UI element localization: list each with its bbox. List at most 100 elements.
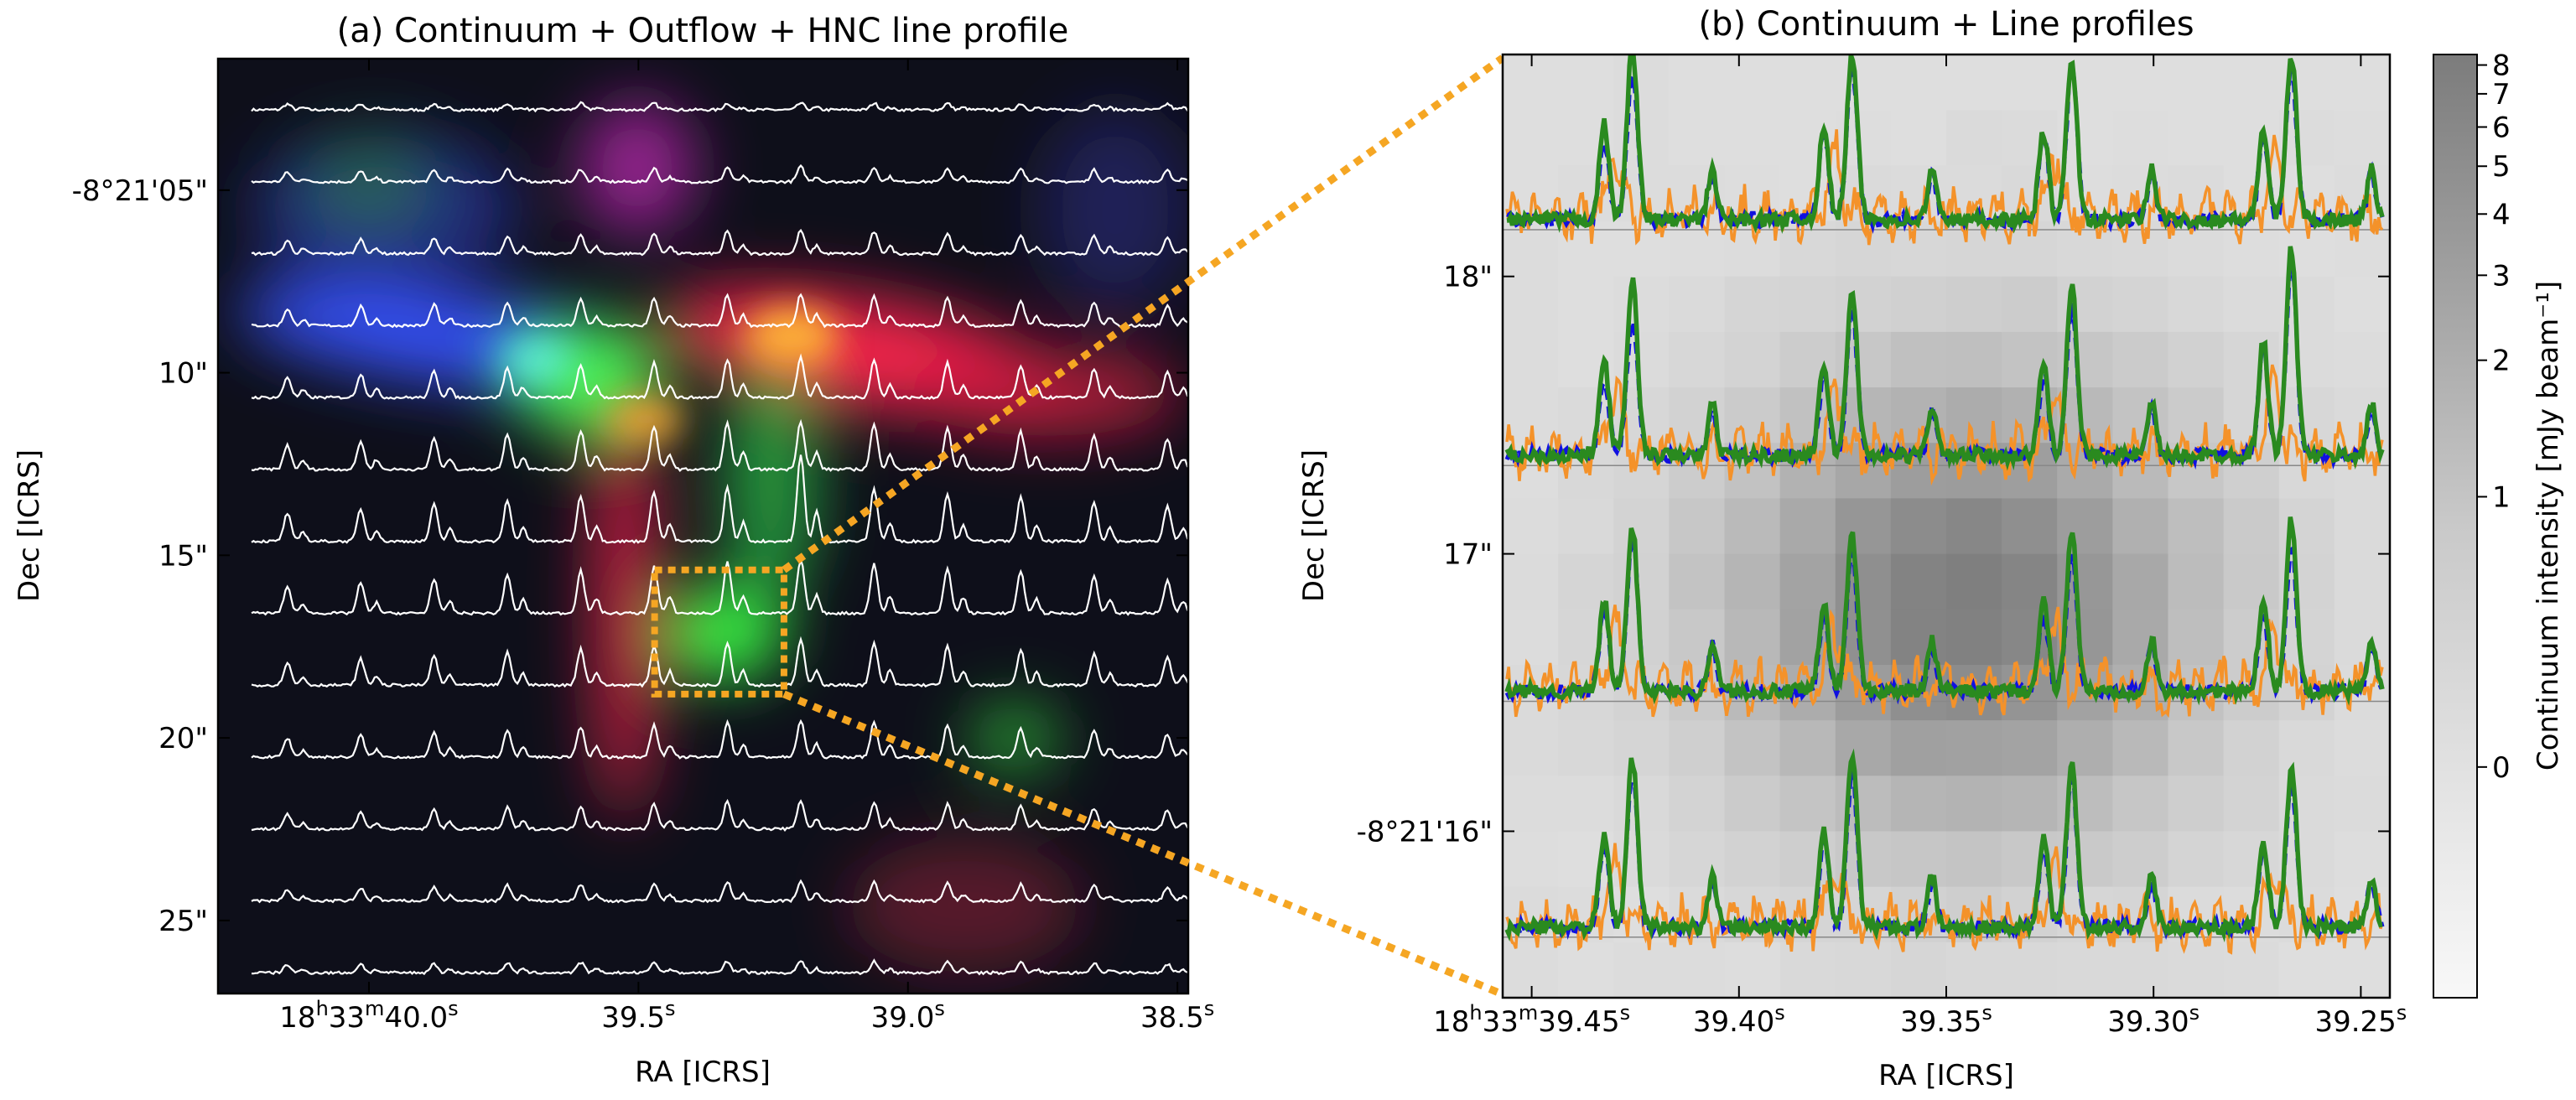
continuum-pixel <box>2334 942 2390 998</box>
continuum-pixel <box>1724 498 1781 555</box>
continuum-pixel <box>1835 54 1892 112</box>
continuum-pixel <box>2168 831 2225 888</box>
panel-a-ytick-label: 25" <box>158 905 208 938</box>
zoom-box-rect <box>651 566 787 698</box>
colorbar: 0 1 2 3 4 5 678 Continuum intensity [mJy beam⁻… <box>2433 49 2565 999</box>
hnc-spectrum-row <box>251 958 1188 976</box>
continuum-pixel <box>1669 331 1726 389</box>
continuum-pixel <box>1724 110 1781 167</box>
colorbar-label: Continuum intensity [mJy beam⁻¹] <box>2532 281 2565 771</box>
continuum-pixel <box>1503 276 1560 333</box>
continuum-pixel <box>2168 387 2225 444</box>
continuum-pixel <box>1613 498 1670 555</box>
green-filament <box>725 352 818 604</box>
continuum-pixel <box>1724 720 1781 777</box>
continuum-pixel <box>2223 776 2280 833</box>
panel-b-ticks: 18h33m39.45s 39.40s 39.35s 39.30s 39.25s -8°2… <box>1357 54 2407 1039</box>
continuum-pixel <box>2334 110 2390 167</box>
continuum-pixel <box>2278 609 2335 666</box>
continuum-pixel <box>1503 110 1560 167</box>
continuum-pixel <box>1669 831 1726 888</box>
continuum-pixel <box>1613 54 1670 112</box>
continuum-pixel <box>2334 276 2390 333</box>
hnc-spectrum-row <box>251 454 1188 544</box>
continuum-pixel <box>2112 776 2169 833</box>
hnc-spectrum-row <box>251 798 1188 832</box>
outflow-red-ext <box>914 352 1182 436</box>
continuum-pixel <box>1835 942 1892 998</box>
continuum-pixel <box>1835 276 1892 333</box>
continuum-pixel <box>2168 498 2225 555</box>
continuum-pixel <box>2334 720 2390 777</box>
panel-b-ytick-label: -8°21'16" <box>1357 815 1493 848</box>
continuum-pixel <box>1946 942 2003 998</box>
panel-a-xtick-label: 39.5s <box>601 997 675 1035</box>
continuum-pixel <box>1669 276 1726 333</box>
continuum-pixel <box>1890 276 1947 333</box>
hnc-spectrum-row <box>251 293 1188 329</box>
continuum-pixel <box>1613 942 1670 998</box>
continuum-pixel <box>2112 609 2169 666</box>
continuum-pixel <box>1890 942 1947 998</box>
continuum-pixel <box>2168 942 2225 998</box>
continuum-pixel <box>1503 553 1560 610</box>
continuum-pixel <box>1946 498 2003 555</box>
continuum-pixel <box>1503 609 1560 666</box>
panel-b-xtick-label: 39.35s <box>1900 1001 1992 1039</box>
continuum-pixel <box>1946 54 2003 112</box>
hnc-spectrum-row <box>251 418 1188 473</box>
panel-a-xtick-label: 38.5s <box>1140 997 1214 1035</box>
continuum-pixel <box>2168 720 2225 777</box>
continuum-pixel <box>2168 54 2225 112</box>
continuum-pixel <box>1669 942 1726 998</box>
continuum-pixel <box>1558 54 1615 112</box>
panel-b-xlabel: RA [ICRS] <box>1878 1059 2014 1092</box>
panel-a-xlabel: RA [ICRS] <box>635 1056 771 1089</box>
continuum-pixel <box>1613 553 1670 610</box>
hnc-spectrum-row <box>251 557 1188 616</box>
continuum-pixel <box>1724 54 1781 112</box>
blue-diffuse-east <box>1040 109 1188 310</box>
continuum-pixel <box>1503 831 1560 888</box>
continuum-pixel <box>1503 720 1560 777</box>
continuum-pixel <box>2002 942 2059 998</box>
continuum-pixel <box>1724 942 1781 998</box>
continuum-pixel <box>1946 831 2003 888</box>
continuum-pixel <box>2057 942 2114 998</box>
continuum-pixel <box>1946 276 2003 333</box>
continuum-pixel <box>1669 720 1726 777</box>
zoom-box <box>651 566 787 698</box>
panel-a-ylabel: Dec [ICRS] <box>13 449 46 602</box>
panel-a: (a) Continuum + Outflow + HNC line profi… <box>13 12 1214 1089</box>
continuum-pixel <box>2168 110 2225 167</box>
continuum-pixel <box>1779 276 1836 333</box>
continuum-pixel <box>1503 776 1560 833</box>
continuum-pixel <box>1558 276 1615 333</box>
continuum-pixel <box>2057 498 2114 555</box>
continuum-pixel <box>1890 54 1947 112</box>
continuum-pixel <box>2334 609 2390 666</box>
continuum-pixel <box>2278 720 2335 777</box>
continuum-pixel <box>1890 498 1947 555</box>
panel-a-ytick-label: 10" <box>158 357 208 391</box>
panel-a-image <box>218 59 1188 994</box>
continuum-pixel <box>2223 498 2280 555</box>
continuum-pixel <box>2002 776 2059 833</box>
continuum-pixel <box>2057 720 2114 777</box>
continuum-pixel <box>2112 942 2169 998</box>
panel-b-xtick-label: 39.30s <box>2107 1001 2199 1039</box>
continuum-pixel <box>1835 498 1892 555</box>
continuum-pixel <box>2223 276 2280 333</box>
continuum-pixel <box>1946 553 2003 610</box>
continuum-pixel <box>2278 331 2335 389</box>
continuum-pixel <box>1946 110 2003 167</box>
continuum-pixel <box>2168 776 2225 833</box>
panel-a-ytick-label: 15" <box>158 539 208 573</box>
colorbar-tick-label: 6 <box>2492 111 2511 144</box>
continuum-pixel <box>1613 776 1670 833</box>
continuum-pixel <box>1613 276 1670 333</box>
hnc-spectrum-row <box>251 101 1188 113</box>
hnc-spectrum-row <box>251 636 1188 688</box>
continuum-pixel <box>1890 553 1947 610</box>
